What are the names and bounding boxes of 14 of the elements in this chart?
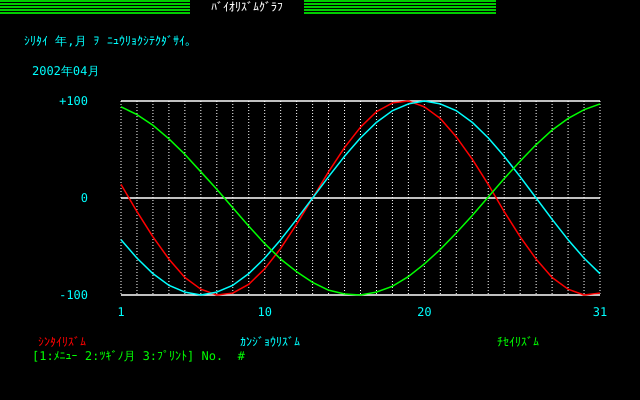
x-tick-label: 10 — [257, 305, 272, 319]
y-tick-label: -100 — [59, 288, 88, 302]
text: ｶﾝｼﾞｮｳﾘｽﾞﾑ — [240, 335, 300, 349]
x-tick-label: 1 — [117, 305, 125, 319]
y-tick-label: 0 — [80, 191, 88, 205]
chart-title: ﾊﾞｲｵﾘｽﾞﾑｸﾞﾗﾌ — [211, 0, 283, 14]
x-tick-label: 20 — [417, 305, 432, 319]
text: ｼﾝﾀｲﾘｽﾞﾑ — [38, 335, 86, 349]
x-tick-label: 31 — [592, 305, 608, 319]
text: 2002年04月 — [32, 64, 100, 78]
text: [1:ﾒﾆｭｰ 2:ﾂｷﾞﾉ月 3:ﾌﾟﾘﾝﾄ] No. # — [32, 349, 246, 363]
y-tick-label: +100 — [59, 94, 88, 108]
text: ﾁｾｲﾘｽﾞﾑ — [497, 335, 539, 349]
chart-subtitle: ｼﾘﾀｲ 年,月 ｦ ﾆｭｳﾘｮｸｼﾃｸﾀﾞｻｲ｡ — [24, 34, 191, 48]
